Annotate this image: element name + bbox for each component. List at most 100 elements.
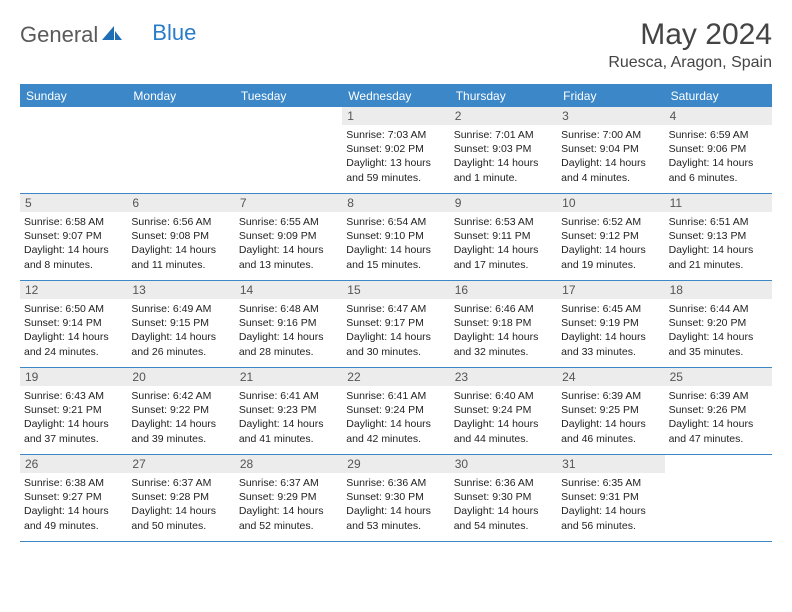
day-cell [235, 107, 342, 193]
day-cell: 26Sunrise: 6:38 AMSunset: 9:27 PMDayligh… [20, 455, 127, 541]
sunset-text: Sunset: 9:19 PM [561, 316, 660, 330]
sunrise-text: Sunrise: 6:39 AM [561, 389, 660, 403]
day-cell: 30Sunrise: 6:36 AMSunset: 9:30 PMDayligh… [450, 455, 557, 541]
day-number: 15 [342, 281, 449, 299]
sunset-text: Sunset: 9:28 PM [131, 490, 230, 504]
day-cell: 25Sunrise: 6:39 AMSunset: 9:26 PMDayligh… [665, 368, 772, 454]
sunrise-text: Sunrise: 6:53 AM [454, 215, 553, 229]
day-number: 16 [450, 281, 557, 299]
day-number: 9 [450, 194, 557, 212]
brand-part1: General [20, 22, 98, 48]
day-cell: 21Sunrise: 6:41 AMSunset: 9:23 PMDayligh… [235, 368, 342, 454]
daylight-text: Daylight: 14 hours and 41 minutes. [239, 417, 338, 445]
sunset-text: Sunset: 9:17 PM [346, 316, 445, 330]
daylight-text: Daylight: 14 hours and 32 minutes. [454, 330, 553, 358]
day-cell [20, 107, 127, 193]
week-row: 26Sunrise: 6:38 AMSunset: 9:27 PMDayligh… [20, 455, 772, 542]
sunrise-text: Sunrise: 6:43 AM [24, 389, 123, 403]
day-cell: 19Sunrise: 6:43 AMSunset: 9:21 PMDayligh… [20, 368, 127, 454]
day-cell: 4Sunrise: 6:59 AMSunset: 9:06 PMDaylight… [665, 107, 772, 193]
day-number: 25 [665, 368, 772, 386]
week-row: 12Sunrise: 6:50 AMSunset: 9:14 PMDayligh… [20, 281, 772, 368]
sunset-text: Sunset: 9:20 PM [669, 316, 768, 330]
daylight-text: Daylight: 14 hours and 52 minutes. [239, 504, 338, 532]
day-cell: 15Sunrise: 6:47 AMSunset: 9:17 PMDayligh… [342, 281, 449, 367]
sunset-text: Sunset: 9:24 PM [454, 403, 553, 417]
day-number: 30 [450, 455, 557, 473]
day-number: 28 [235, 455, 342, 473]
daylight-text: Daylight: 13 hours and 59 minutes. [346, 156, 445, 184]
sunset-text: Sunset: 9:18 PM [454, 316, 553, 330]
sunset-text: Sunset: 9:12 PM [561, 229, 660, 243]
brand-part2: Blue [152, 20, 196, 46]
daylight-text: Daylight: 14 hours and 56 minutes. [561, 504, 660, 532]
day-number: 24 [557, 368, 664, 386]
daylight-text: Daylight: 14 hours and 4 minutes. [561, 156, 660, 184]
day-cell: 7Sunrise: 6:55 AMSunset: 9:09 PMDaylight… [235, 194, 342, 280]
sunset-text: Sunset: 9:21 PM [24, 403, 123, 417]
weekday-sat: Saturday [665, 85, 772, 107]
day-cell: 20Sunrise: 6:42 AMSunset: 9:22 PMDayligh… [127, 368, 234, 454]
sunrise-text: Sunrise: 6:49 AM [131, 302, 230, 316]
sunset-text: Sunset: 9:24 PM [346, 403, 445, 417]
day-cell: 18Sunrise: 6:44 AMSunset: 9:20 PMDayligh… [665, 281, 772, 367]
daylight-text: Daylight: 14 hours and 26 minutes. [131, 330, 230, 358]
daylight-text: Daylight: 14 hours and 49 minutes. [24, 504, 123, 532]
day-cell: 31Sunrise: 6:35 AMSunset: 9:31 PMDayligh… [557, 455, 664, 541]
day-number: 2 [450, 107, 557, 125]
sunrise-text: Sunrise: 6:38 AM [24, 476, 123, 490]
daylight-text: Daylight: 14 hours and 11 minutes. [131, 243, 230, 271]
day-number: 13 [127, 281, 234, 299]
week-row: 19Sunrise: 6:43 AMSunset: 9:21 PMDayligh… [20, 368, 772, 455]
sunset-text: Sunset: 9:11 PM [454, 229, 553, 243]
daylight-text: Daylight: 14 hours and 50 minutes. [131, 504, 230, 532]
daylight-text: Daylight: 14 hours and 54 minutes. [454, 504, 553, 532]
sunrise-text: Sunrise: 6:47 AM [346, 302, 445, 316]
day-cell: 22 Sunrise: 6:41 AMSunset: 9:24 PMDayligh… [342, 368, 449, 454]
day-number: 22 [342, 368, 449, 386]
day-number: 31 [557, 455, 664, 473]
day-number: 21 [235, 368, 342, 386]
weekday-wed: Wednesday [342, 85, 449, 107]
day-number: 6 [127, 194, 234, 212]
day-cell: 17Sunrise: 6:45 AMSunset: 9:19 PMDayligh… [557, 281, 664, 367]
week-row: 1Sunrise: 7:03 AMSunset: 9:02 PMDaylight… [20, 107, 772, 194]
sunrise-text: Sunrise: 6:46 AM [454, 302, 553, 316]
day-number: 17 [557, 281, 664, 299]
daylight-text: Daylight: 14 hours and 42 minutes. [346, 417, 445, 445]
daylight-text: Daylight: 14 hours and 21 minutes. [669, 243, 768, 271]
sunrise-text: Sunrise: 6:36 AM [346, 476, 445, 490]
day-cell: 10Sunrise: 6:52 AMSunset: 9:12 PMDayligh… [557, 194, 664, 280]
day-cell: 14Sunrise: 6:48 AMSunset: 9:16 PMDayligh… [235, 281, 342, 367]
sunset-text: Sunset: 9:27 PM [24, 490, 123, 504]
day-cell: 11Sunrise: 6:51 AMSunset: 9:13 PMDayligh… [665, 194, 772, 280]
day-number: 8 [342, 194, 449, 212]
sunrise-text: Sunrise: 6:39 AM [669, 389, 768, 403]
sunset-text: Sunset: 9:10 PM [346, 229, 445, 243]
daylight-text: Daylight: 14 hours and 39 minutes. [131, 417, 230, 445]
brand-logo: General Blue [20, 22, 196, 48]
sunrise-text: Sunrise: 6:40 AM [454, 389, 553, 403]
weekday-fri: Friday [557, 85, 664, 107]
week-row: 5Sunrise: 6:58 AMSunset: 9:07 PMDaylight… [20, 194, 772, 281]
sunrise-text: Sunrise: 6:50 AM [24, 302, 123, 316]
sunrise-text: Sunrise: 6:37 AM [239, 476, 338, 490]
sunset-text: Sunset: 9:06 PM [669, 142, 768, 156]
sunrise-text: Sunrise: 6:41 AM [239, 389, 338, 403]
daylight-text: Daylight: 14 hours and 44 minutes. [454, 417, 553, 445]
sunrise-text: Sunrise: 6:35 AM [561, 476, 660, 490]
sunset-text: Sunset: 9:13 PM [669, 229, 768, 243]
sunrise-text: Sunrise: 6:41 AM [346, 389, 445, 403]
sunset-text: Sunset: 9:30 PM [454, 490, 553, 504]
sunrise-text: Sunrise: 6:59 AM [669, 128, 768, 142]
daylight-text: Daylight: 14 hours and 53 minutes. [346, 504, 445, 532]
daylight-text: Daylight: 14 hours and 6 minutes. [669, 156, 768, 184]
sunrise-text: Sunrise: 7:03 AM [346, 128, 445, 142]
day-cell: 27Sunrise: 6:37 AMSunset: 9:28 PMDayligh… [127, 455, 234, 541]
sunset-text: Sunset: 9:03 PM [454, 142, 553, 156]
weekday-sun: Sunday [20, 85, 127, 107]
sunset-text: Sunset: 9:26 PM [669, 403, 768, 417]
location: Ruesca, Aragon, Spain [608, 54, 772, 72]
day-number: 10 [557, 194, 664, 212]
day-number: 14 [235, 281, 342, 299]
